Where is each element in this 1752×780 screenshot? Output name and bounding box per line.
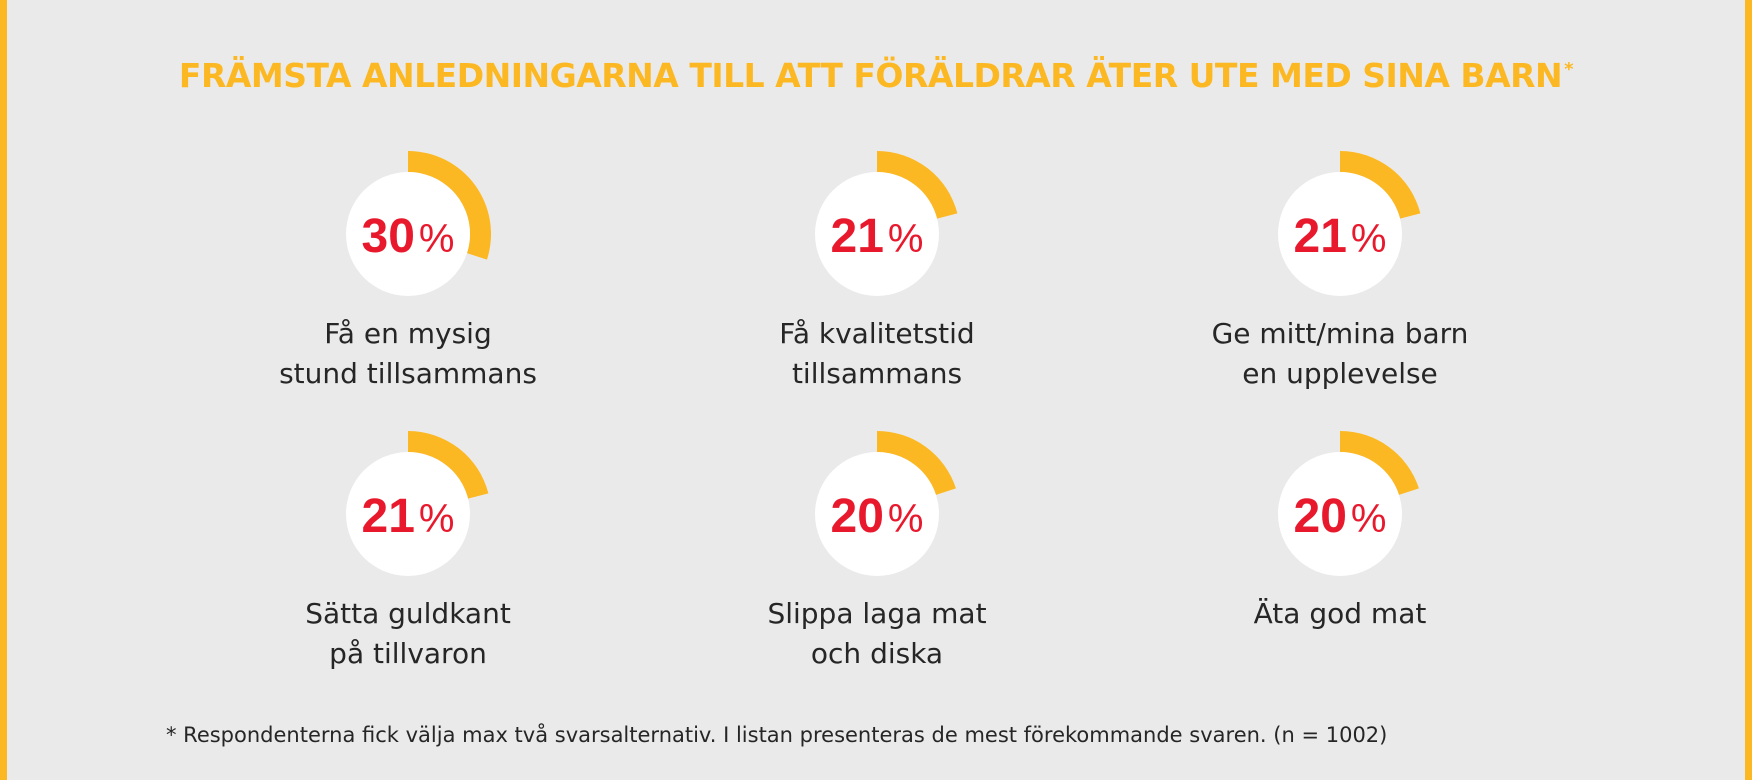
- donut-center-circle: [346, 172, 470, 296]
- value-number: 21: [1294, 210, 1347, 263]
- donut-center-circle: [815, 172, 939, 296]
- value-number: 21: [362, 490, 415, 543]
- value-arc: [408, 151, 491, 260]
- title-footnote-mark: *: [1564, 59, 1574, 80]
- category-label: Få kvalitetstid tillsammans: [677, 314, 1077, 394]
- value-arc: [877, 431, 956, 495]
- right-edge-bar: [1745, 0, 1752, 780]
- category-label-line: och diska: [810, 637, 944, 670]
- value-arc: [1340, 431, 1419, 495]
- donut-item: 21%: [1278, 151, 1421, 296]
- donut-center-circle: [1278, 172, 1402, 296]
- category-label-line: på tillvaron: [329, 637, 487, 670]
- value-label: 21%: [831, 210, 924, 263]
- category-label: Ge mitt/mina barn en upplevelse: [1140, 314, 1540, 394]
- donut-center-circle: [1278, 452, 1402, 576]
- donut-item: 20%: [1278, 431, 1419, 576]
- value-label: 20%: [831, 490, 924, 543]
- value-number: 21: [831, 210, 884, 263]
- category-label: Sätta guldkant på tillvaron: [208, 594, 608, 674]
- value-number: 20: [831, 490, 884, 543]
- value-arc: [408, 431, 489, 499]
- donut-center-circle: [346, 452, 470, 576]
- value-label: 21%: [1294, 210, 1387, 263]
- value-unit: %: [888, 217, 924, 261]
- value-unit: %: [419, 497, 455, 541]
- value-unit: %: [1351, 497, 1387, 541]
- value-arc: [1340, 151, 1421, 219]
- category-label-line: Få en mysig: [324, 317, 492, 350]
- chart-title-text: FRÄMSTA ANLEDNINGARNA TILL ATT FÖRÄLDRAR…: [178, 56, 1563, 95]
- chart-title: FRÄMSTA ANLEDNINGARNA TILL ATT FÖRÄLDRAR…: [0, 56, 1752, 95]
- category-label-line: stund tillsammans: [279, 357, 537, 390]
- value-label: 20%: [1294, 490, 1387, 543]
- category-label-line: en upplevelse: [1242, 357, 1438, 390]
- value-unit: %: [419, 217, 455, 261]
- donut-item: 21%: [346, 431, 489, 576]
- value-number: 20: [1294, 490, 1347, 543]
- category-label-line: tillsammans: [791, 357, 963, 390]
- category-label-line: Få kvalitetstid: [779, 317, 975, 350]
- value-number: 30: [362, 210, 415, 263]
- category-label: Slippa laga mat och diska: [677, 594, 1077, 674]
- category-label: Få en mysig stund tillsammans: [208, 314, 608, 394]
- value-label: 21%: [362, 490, 455, 543]
- category-label-line: Ge mitt/mina barn: [1211, 317, 1469, 350]
- category-label-line: Slippa laga mat: [767, 597, 987, 630]
- value-unit: %: [1351, 217, 1387, 261]
- category-label-line: Sätta guldkant: [305, 597, 511, 630]
- value-unit: %: [888, 497, 924, 541]
- donut-item: 30%: [346, 151, 491, 296]
- value-arc: [877, 151, 958, 219]
- footnote: * Respondenterna fick välja max två svar…: [166, 723, 1388, 747]
- value-label: 30%: [362, 210, 455, 263]
- donut-center-circle: [815, 452, 939, 576]
- left-edge-bar: [0, 0, 7, 780]
- donut-item: 20%: [815, 431, 956, 576]
- donut-item: 21%: [815, 151, 958, 296]
- category-label: Äta god mat: [1140, 594, 1540, 634]
- category-label-line: Äta god mat: [1253, 597, 1427, 630]
